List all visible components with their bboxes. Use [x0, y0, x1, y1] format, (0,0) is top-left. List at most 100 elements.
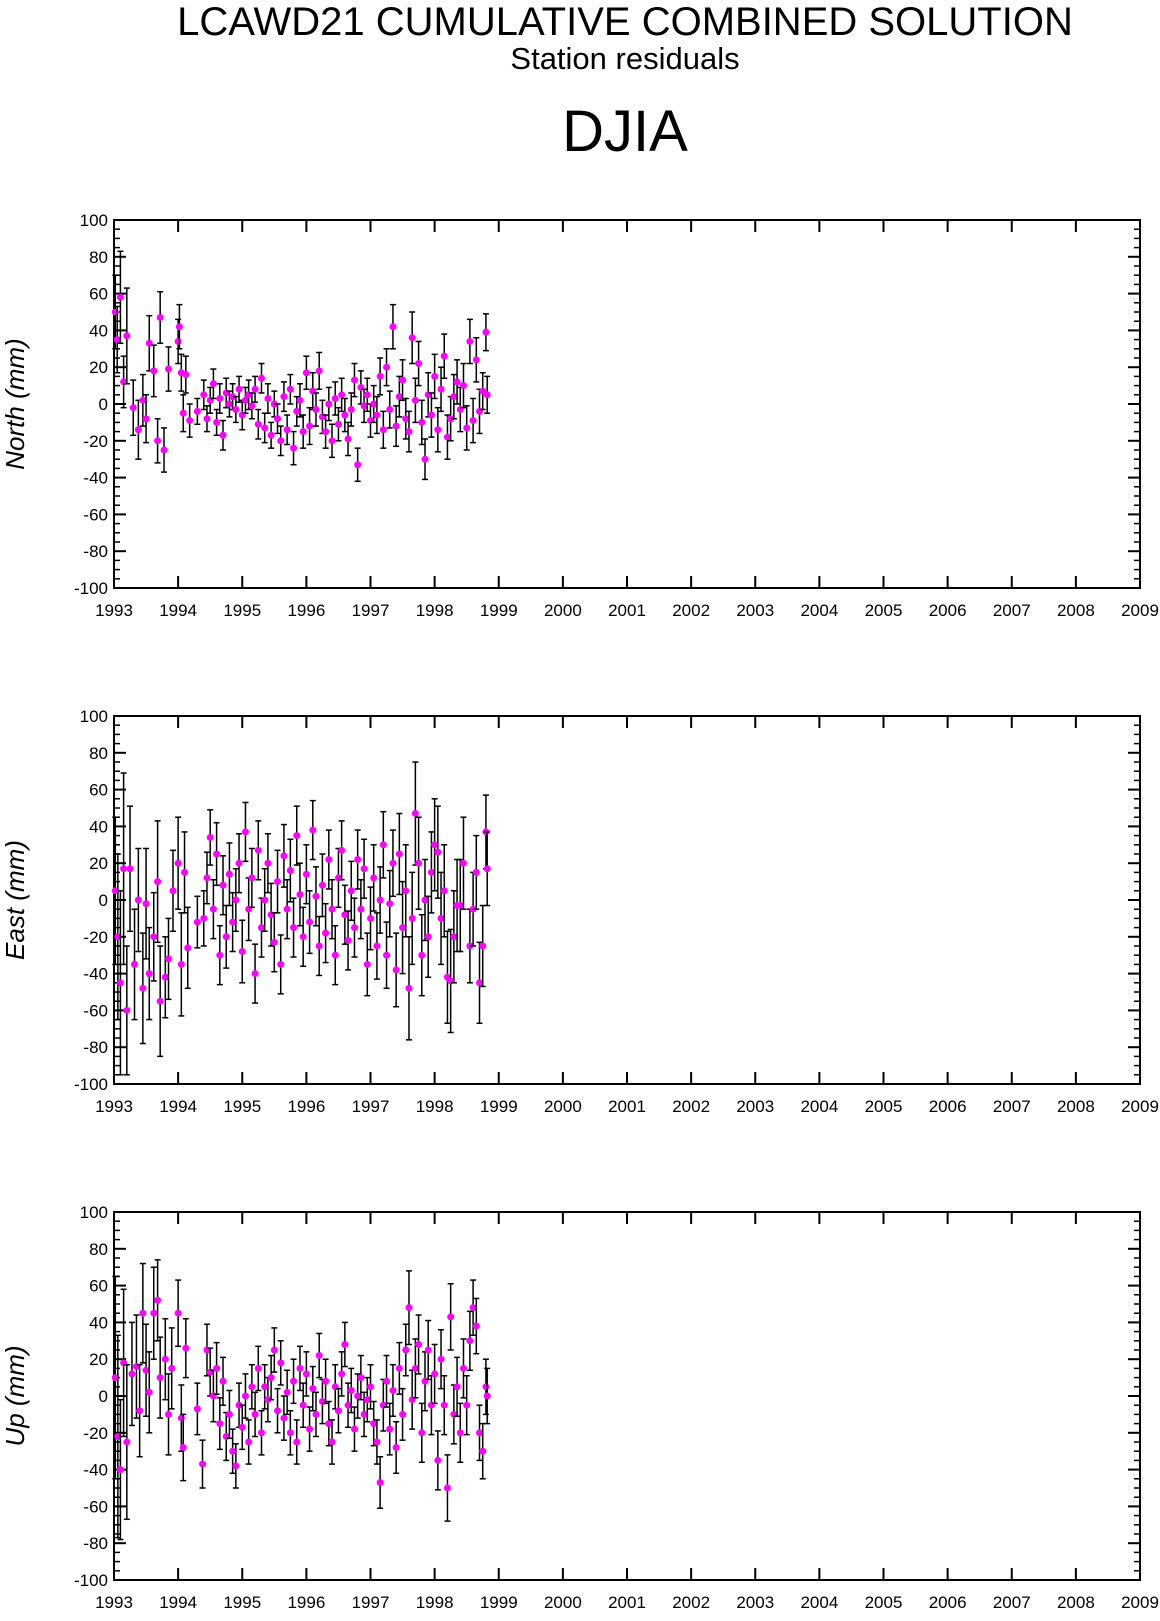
data-point [156, 291, 164, 345]
x-tick-label: 2003 [736, 601, 774, 620]
data-point [225, 842, 233, 907]
x-tick-label: 1993 [95, 1097, 133, 1116]
data-point [165, 917, 173, 1001]
marker [283, 1388, 291, 1396]
data-point [139, 1262, 147, 1364]
data-point [483, 375, 491, 414]
data-point [479, 1422, 487, 1480]
marker [168, 1364, 176, 1372]
marker [379, 841, 387, 849]
data-point [116, 890, 124, 1076]
marker [277, 960, 285, 968]
data-point [463, 1375, 471, 1436]
data-point [296, 862, 304, 927]
marker [156, 1374, 164, 1382]
y-tick-label: -60 [83, 1001, 108, 1020]
marker [302, 1370, 310, 1378]
data-point [209, 879, 217, 940]
data-point [322, 414, 330, 449]
marker [383, 1377, 391, 1385]
data-point [312, 392, 320, 427]
data-point [134, 847, 142, 953]
marker [182, 371, 190, 379]
marker [405, 1304, 413, 1312]
marker [302, 369, 310, 377]
marker [466, 1337, 474, 1345]
data-point [476, 388, 484, 435]
marker [186, 417, 194, 425]
data-point [177, 912, 185, 1017]
marker [386, 900, 394, 908]
data-point [290, 430, 298, 466]
data-point [367, 886, 374, 951]
y-tick-label: 100 [80, 707, 108, 726]
marker [370, 400, 378, 408]
data-point [286, 838, 294, 903]
marker [325, 400, 333, 408]
y-tick-label: 60 [89, 285, 108, 304]
x-tick-label: 1995 [223, 1097, 261, 1116]
data-point [179, 1413, 187, 1482]
marker [248, 402, 256, 410]
data-point [169, 849, 177, 933]
data-point [466, 1310, 474, 1371]
marker [241, 396, 249, 404]
y-tick-label: -40 [83, 965, 108, 984]
marker [315, 942, 323, 950]
data-point [334, 406, 342, 442]
marker [261, 424, 269, 432]
data-point [299, 906, 307, 967]
marker [370, 1420, 378, 1428]
data-point [129, 379, 137, 437]
marker [363, 1396, 371, 1404]
marker [254, 420, 262, 428]
y-tick-label: -80 [83, 542, 108, 561]
data-point [277, 1340, 285, 1386]
data-point [383, 1354, 391, 1408]
marker [450, 393, 458, 401]
data-point [241, 386, 249, 414]
y-tick-label: 0 [99, 1387, 108, 1406]
data-point [193, 895, 201, 949]
x-tick-label: 2003 [736, 1593, 774, 1612]
data-point [334, 1387, 342, 1434]
data-point [161, 1317, 169, 1401]
marker [379, 426, 387, 434]
marker [399, 1410, 407, 1418]
marker [116, 979, 124, 987]
y-tick-label: -80 [83, 1038, 108, 1057]
marker [424, 933, 432, 941]
x-tick-label: 1996 [287, 601, 325, 620]
marker [270, 400, 278, 408]
data-point [154, 820, 162, 944]
y-tick-label: -40 [83, 469, 108, 488]
marker [418, 418, 426, 426]
data-point [334, 847, 342, 909]
data-point [165, 1373, 173, 1456]
x-tick-label: 1998 [416, 1593, 454, 1612]
x-tick-label: 1998 [416, 601, 454, 620]
x-tick-label: 2009 [1121, 1593, 1159, 1612]
data-point [434, 805, 442, 899]
north-axis-title: North (mm) [0, 338, 30, 469]
marker [322, 428, 330, 436]
data-point [145, 314, 153, 372]
marker [293, 832, 301, 840]
marker [415, 1340, 423, 1348]
marker [386, 1425, 394, 1433]
marker [139, 396, 147, 404]
data-point [360, 838, 368, 899]
data-point [216, 383, 224, 414]
data-point [483, 831, 491, 907]
marker [123, 332, 131, 340]
data-point [469, 397, 477, 444]
y-tick-label: 20 [89, 1350, 108, 1369]
marker [254, 1364, 262, 1372]
data-point [309, 371, 317, 411]
data-point [331, 381, 339, 416]
marker [283, 905, 291, 913]
data-point [427, 392, 435, 438]
marker [440, 887, 448, 895]
marker [325, 856, 333, 864]
data-point [453, 359, 461, 405]
